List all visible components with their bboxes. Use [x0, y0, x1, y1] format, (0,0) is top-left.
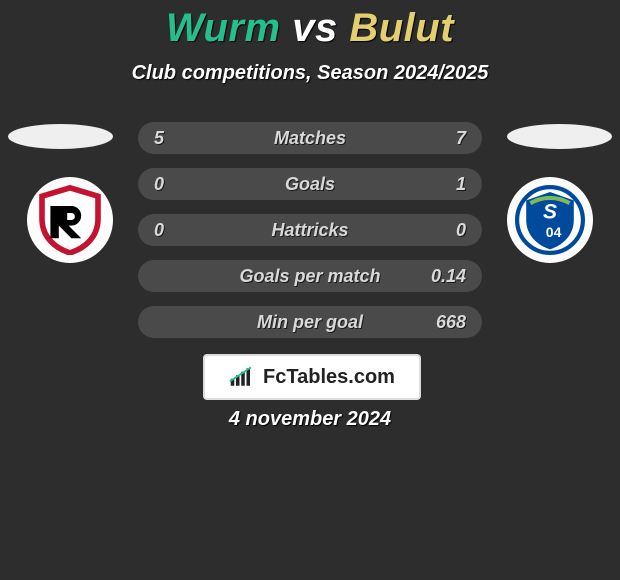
team1-crest — [27, 177, 113, 263]
bar-chart-icon — [229, 366, 257, 388]
subtitle: Club competitions, Season 2024/2025 — [0, 62, 620, 85]
stat-label: Hattricks — [214, 220, 406, 241]
snapshot-date: 4 november 2024 — [0, 408, 620, 431]
stat-row-goals-per-match: Goals per match0.14 — [138, 260, 482, 292]
stat-row-hattricks: 0Hattricks0 — [138, 214, 482, 246]
attribution-text: FcTables.com — [263, 366, 395, 389]
page-title: Wurm vs Bulut — [0, 6, 620, 51]
schalke-icon: S 04 — [515, 185, 585, 255]
stat-right: 1 — [406, 174, 466, 195]
player2-name: Bulut — [349, 6, 454, 50]
stat-right: 0.14 — [406, 266, 466, 287]
vs-text: vs — [292, 6, 338, 50]
stats-table: 5Matches70Goals10Hattricks0Goals per mat… — [138, 122, 482, 352]
stat-left: 0 — [154, 220, 214, 241]
player2-shadow — [507, 124, 612, 149]
player1-shadow — [8, 124, 113, 149]
svg-text:S: S — [543, 201, 557, 224]
player1-name: Wurm — [166, 6, 281, 50]
regensburg-icon — [35, 185, 105, 255]
stat-row-goals: 0Goals1 — [138, 168, 482, 200]
stat-row-matches: 5Matches7 — [138, 122, 482, 154]
stat-label: Min per goal — [214, 312, 406, 333]
stat-right: 668 — [406, 312, 466, 333]
stat-row-min-per-goal: Min per goal668 — [138, 306, 482, 338]
stat-label: Goals per match — [214, 266, 406, 287]
stat-right: 7 — [406, 128, 466, 149]
attribution-badge[interactable]: FcTables.com — [203, 354, 421, 400]
stat-label: Goals — [214, 174, 406, 195]
stat-left: 0 — [154, 174, 214, 195]
stat-left: 5 — [154, 128, 214, 149]
stat-right: 0 — [406, 220, 466, 241]
team2-crest: S 04 — [507, 177, 593, 263]
stat-label: Matches — [214, 128, 406, 149]
svg-text:04: 04 — [546, 224, 562, 240]
comparison-card: Wurm vs Bulut Club competitions, Season … — [0, 0, 620, 580]
